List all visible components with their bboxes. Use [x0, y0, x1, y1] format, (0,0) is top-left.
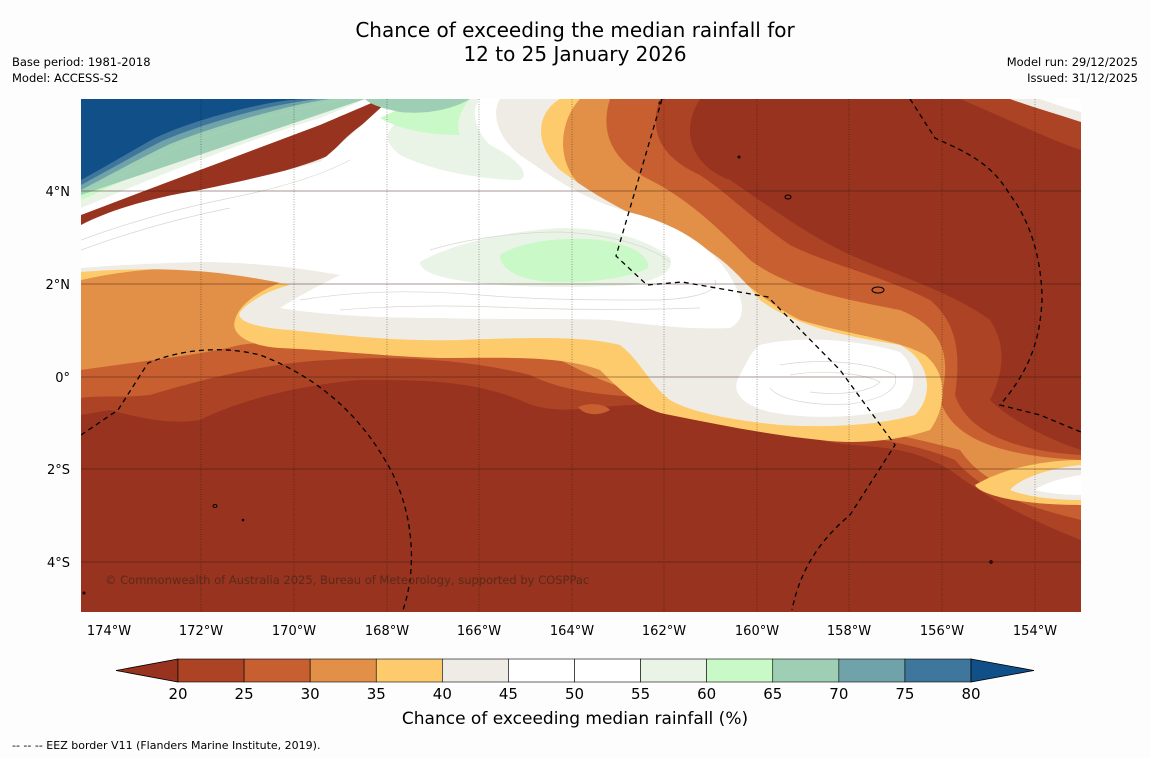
title-line-1: Chance of exceeding the median rainfall … — [355, 18, 795, 42]
longitude-labels: 174°W 172°W 170°W 168°W 166°W 164°W 162°… — [87, 624, 1057, 639]
island-3 — [737, 155, 741, 159]
lon-label: 164°W — [550, 624, 594, 639]
colorbar-tick-label: 55 — [631, 685, 650, 703]
eez-footnote: -- -- -- EEZ border V11 (Flanders Marine… — [12, 739, 321, 752]
title-line-2: 12 to 25 January 2026 — [463, 42, 687, 66]
colorbar-segment — [640, 658, 707, 683]
lon-label: 160°W — [735, 624, 779, 639]
colorbar-segment — [574, 658, 641, 683]
lon-label: 158°W — [827, 624, 871, 639]
lon-label: 174°W — [87, 624, 131, 639]
map-title: Chance of exceeding the median rainfall … — [0, 18, 1150, 66]
island-8 — [82, 591, 86, 595]
lat-label: 2°N — [46, 278, 71, 293]
lon-label: 166°W — [457, 624, 501, 639]
colorbar-segment — [904, 658, 972, 683]
lon-label: 156°W — [920, 624, 964, 639]
colorbar-tick-label: 20 — [168, 685, 187, 703]
colorbar-tick-label: 75 — [895, 685, 914, 703]
islands — [82, 101, 993, 595]
lon-label: 172°W — [179, 624, 223, 639]
contour-fill-45-ne — [1040, 99, 1081, 112]
lat-label: 2°S — [47, 463, 70, 478]
lon-label: 168°W — [365, 624, 409, 639]
island-2 — [871, 286, 885, 294]
rainfall-probability-field — [81, 99, 1081, 612]
colorbar-segment — [177, 658, 245, 683]
model-run: Model run: 29/12/2025 — [1006, 55, 1138, 69]
colorbar-tick-label: 65 — [763, 685, 782, 703]
colorbar-segment — [706, 658, 774, 683]
colorbar-segment — [772, 658, 840, 683]
island-1 — [784, 194, 792, 200]
colorbar-tick-label: 80 — [961, 685, 980, 703]
colorbar-segment — [508, 658, 575, 683]
lat-label: 4°S — [47, 556, 70, 571]
contour-fill-45-equator — [736, 339, 914, 417]
island-4 — [658, 101, 662, 105]
contour-fill-60 — [500, 238, 649, 283]
colorbar-tick-label: 60 — [697, 685, 716, 703]
contour-fill-80-nw — [81, 99, 310, 180]
model-name: Model: ACCESS-S2 — [12, 71, 119, 85]
colorbar-segment — [243, 658, 311, 683]
colorbar-tick-label: 25 — [235, 685, 254, 703]
island-6 — [241, 518, 245, 522]
latitude-labels: 4°N 2°N 0° 2°S 4°S — [46, 185, 71, 571]
lon-label: 154°W — [1013, 624, 1057, 639]
colorbar-arrow-high — [970, 658, 1035, 683]
meta-left: Base period: 1981-2018 Model: ACCESS-S2 — [12, 54, 151, 86]
colorbar-segment — [838, 658, 906, 683]
lon-label: 162°W — [642, 624, 686, 639]
colorbar-tick-label: 35 — [367, 685, 386, 703]
lat-label: 4°N — [46, 185, 71, 200]
lon-label: 170°W — [272, 624, 316, 639]
graticule — [200, 99, 1036, 612]
colorbar-tick-label: 30 — [301, 685, 320, 703]
colorbar-segment — [309, 658, 377, 683]
contour-fill-25-island — [578, 404, 610, 415]
contour-fill-45-east — [1035, 475, 1081, 495]
island-5 — [212, 504, 218, 508]
meta-right: Model run: 29/12/2025 Issued: 31/12/2025 — [1007, 54, 1138, 86]
colorbar-tick-label: 50 — [565, 685, 584, 703]
colorbar-label: Chance of exceeding median rainfall (%) — [401, 709, 749, 729]
copyright-notice: © Commonwealth of Australia 2025, Bureau… — [105, 573, 589, 587]
colorbar: 20 25 30 35 40 45 50 55 60 65 70 75 80 — [115, 658, 1035, 703]
eez-borders — [81, 99, 1081, 611]
contour-fill-65-nw — [81, 99, 470, 195]
base-period: Base period: 1981-2018 — [12, 55, 151, 69]
colorbar-segment — [442, 658, 509, 683]
colorbar-tick-label: 40 — [433, 685, 452, 703]
colorbar-tick-label: 45 — [499, 685, 518, 703]
lat-label: 0° — [55, 371, 70, 386]
contour-lines — [81, 159, 897, 405]
island-7 — [989, 560, 993, 564]
colorbar-segment — [375, 658, 443, 683]
latitude-lines — [81, 190, 1081, 563]
issued-date: Issued: 31/12/2025 — [1027, 71, 1138, 85]
colorbar-arrow-low — [115, 658, 179, 683]
colorbar-tick-label: 70 — [829, 685, 848, 703]
